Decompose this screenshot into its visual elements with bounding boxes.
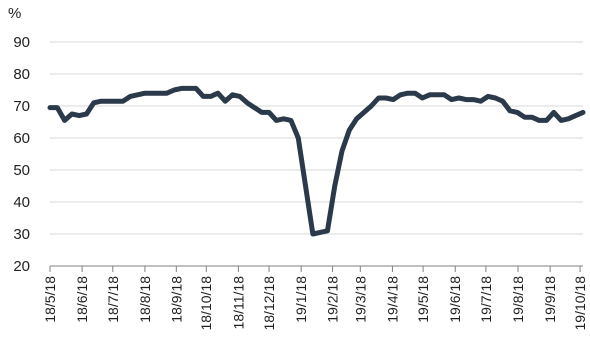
x-tick-label: 19/8/18: [510, 276, 526, 323]
x-tick-label: 18/12/18: [261, 276, 277, 331]
x-tick-label: 18/5/18: [42, 276, 58, 323]
y-axis-tick-labels: 20 30 40 50 60 70 80 90: [13, 34, 30, 275]
x-tick-label: 19/6/18: [447, 276, 463, 323]
x-tick-label: 18/8/18: [137, 276, 153, 323]
y-axis-unit-label: %: [8, 5, 21, 22]
x-tick-label: 18/7/18: [105, 276, 121, 323]
x-tick-label: 19/10/18: [572, 276, 588, 331]
x-tick-label: 18/6/18: [74, 276, 90, 323]
y-tick-label-90: 90: [13, 34, 30, 51]
x-tick-label: 19/9/18: [542, 276, 558, 323]
y-tick-label-80: 80: [13, 66, 30, 83]
x-tick-label: 19/5/18: [415, 276, 431, 323]
x-tick-label: 19/4/18: [384, 276, 400, 323]
y-tick-label-70: 70: [13, 98, 30, 115]
x-tick-label: 19/3/18: [352, 276, 368, 323]
x-axis-tick-labels: 18/5/18 18/6/18 18/7/18 18/8/18 18/9/18 18/10…: [42, 276, 588, 331]
series-line: [47, 85, 586, 237]
y-tick-label-60: 60: [13, 130, 30, 147]
x-tick-label: 19/2/18: [325, 276, 341, 323]
x-tick-label: 18/9/18: [168, 276, 184, 323]
x-tick-label: 18/11/18: [230, 276, 246, 330]
gridlines: [50, 41, 583, 235]
y-tick-label-40: 40: [13, 194, 30, 211]
y-tick-label-30: 30: [13, 226, 30, 243]
y-tick-label-50: 50: [13, 162, 30, 179]
x-tick-label: 19/7/18: [478, 276, 494, 323]
y-tick-label-20: 20: [13, 258, 30, 275]
x-axis: [49, 265, 583, 272]
x-tick-label: 18/10/18: [198, 276, 214, 331]
x-tick-label: 19/1/18: [293, 276, 309, 323]
